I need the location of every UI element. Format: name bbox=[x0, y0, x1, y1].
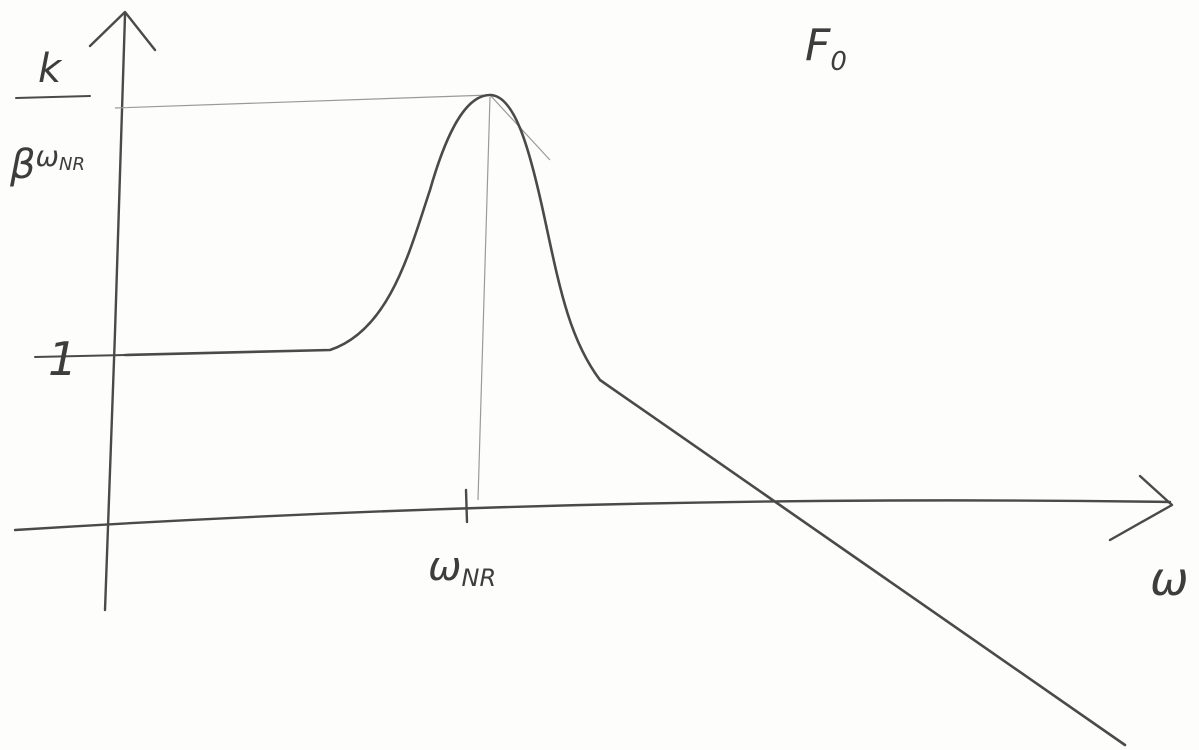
y-axis bbox=[105, 15, 125, 610]
title: F0 bbox=[805, 20, 847, 77]
x-axis-label: ω bbox=[1150, 552, 1189, 606]
level-label: 1 bbox=[48, 332, 77, 386]
omega: ω bbox=[36, 140, 59, 173]
sketch: k βωNR 1 ωNR ω F0 bbox=[0, 0, 1199, 750]
x-tick-label: ωNR bbox=[428, 544, 496, 592]
peak-label-denominator: βωNR bbox=[9, 140, 85, 188]
peak-label-numerator: k bbox=[38, 46, 63, 92]
response-curve bbox=[125, 95, 1125, 745]
x-axis-arrow bbox=[1110, 476, 1172, 540]
y-axis-arrow bbox=[90, 12, 155, 50]
omega: ω bbox=[428, 544, 462, 590]
x-tick bbox=[466, 490, 467, 522]
fraction-bar bbox=[16, 96, 90, 98]
x-axis bbox=[15, 500, 1170, 530]
subscript: NR bbox=[462, 564, 497, 592]
subscript: NR bbox=[59, 154, 85, 175]
peak-drop-line bbox=[478, 97, 490, 500]
page: {"title": {"symbol": "F", "subscript": "… bbox=[0, 0, 1199, 750]
peak-guide bbox=[115, 95, 550, 160]
title-subscript: 0 bbox=[830, 47, 847, 77]
title-symbol: F bbox=[805, 20, 831, 71]
beta: β bbox=[9, 142, 36, 188]
